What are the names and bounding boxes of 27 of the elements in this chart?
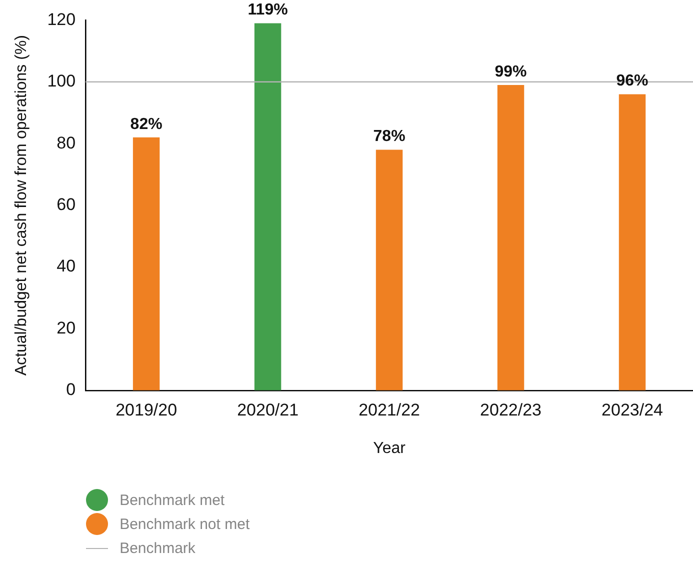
y-tick-label: 20 xyxy=(56,318,76,338)
legend-label: Benchmark met xyxy=(120,492,225,508)
y-tick-label: 120 xyxy=(47,10,76,29)
bar xyxy=(618,94,646,390)
data-label: 82% xyxy=(130,116,162,133)
data-label: 78% xyxy=(373,128,406,146)
y-tick-label: 40 xyxy=(56,256,76,276)
y-tick-label: 0 xyxy=(66,380,76,400)
data-label: 99% xyxy=(494,63,527,80)
legend-label: Benchmark not met xyxy=(120,516,250,532)
data-label: 96% xyxy=(616,72,648,90)
x-axis-title: Year xyxy=(373,440,406,457)
bar xyxy=(132,137,160,390)
bar xyxy=(254,23,282,390)
bar xyxy=(376,150,403,390)
y-tick-label: 60 xyxy=(56,194,76,214)
x-tick-label: 2023/24 xyxy=(602,400,663,420)
x-tick-label: 2021/22 xyxy=(358,400,420,420)
data-label: 119% xyxy=(248,2,288,19)
x-tick-label: 2020/21 xyxy=(237,400,299,420)
legend-label: Benchmark xyxy=(120,540,196,556)
y-axis-title: Actual/budget net cash flow from operations (%) xyxy=(13,34,30,376)
x-tick-label: 2019/20 xyxy=(116,400,178,420)
bar xyxy=(497,84,524,390)
x-tick-label: 2022/23 xyxy=(480,400,542,420)
y-tick-label: 80 xyxy=(56,133,76,152)
y-tick-label: 100 xyxy=(47,72,76,91)
